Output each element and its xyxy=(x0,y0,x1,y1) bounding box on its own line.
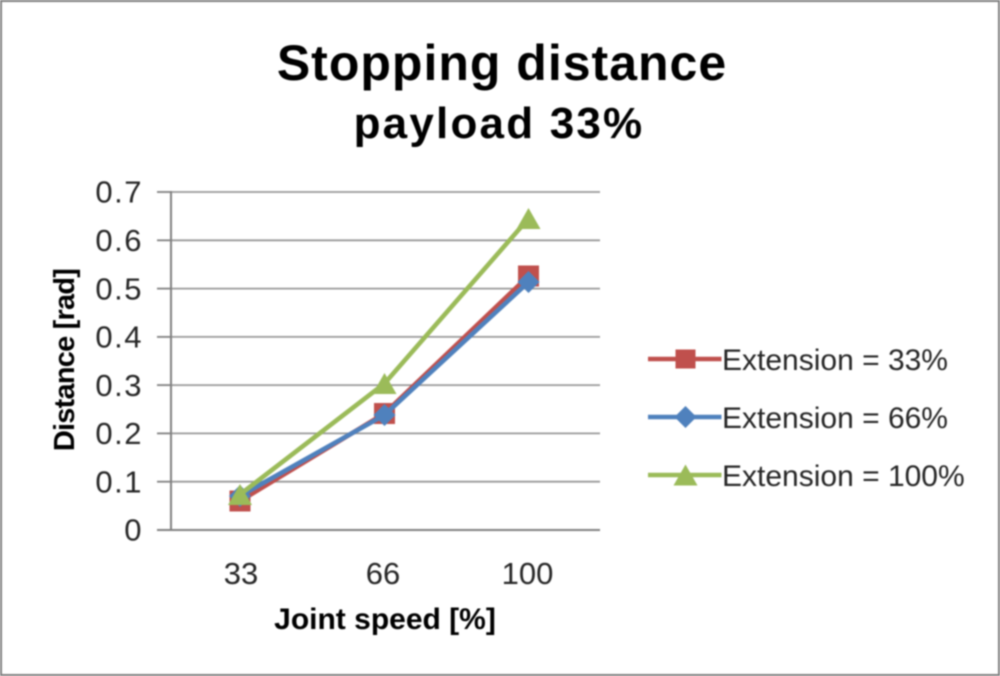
svg-text:Extension = 33%: Extension = 33% xyxy=(722,344,948,377)
svg-text:0.3: 0.3 xyxy=(95,368,143,403)
svg-text:0.2: 0.2 xyxy=(95,416,143,451)
svg-text:Stopping distance: Stopping distance xyxy=(277,35,727,91)
svg-text:Distance [rad]: Distance [rad] xyxy=(49,269,81,451)
svg-text:Extension = 66%: Extension = 66% xyxy=(722,402,948,435)
svg-text:Joint speed [%]: Joint speed [%] xyxy=(274,603,496,636)
svg-text:0.4: 0.4 xyxy=(95,320,143,355)
svg-text:0.5: 0.5 xyxy=(95,271,143,306)
svg-text:0.1: 0.1 xyxy=(95,464,143,499)
svg-text:0.7: 0.7 xyxy=(95,175,143,210)
svg-text:66: 66 xyxy=(366,556,400,591)
svg-text:33: 33 xyxy=(224,556,258,591)
svg-text:0.6: 0.6 xyxy=(95,223,143,258)
svg-text:100: 100 xyxy=(502,556,554,591)
svg-text:payload 33%: payload 33% xyxy=(354,99,645,148)
svg-text:0: 0 xyxy=(124,513,143,548)
svg-text:Extension = 100%: Extension = 100% xyxy=(722,460,965,493)
